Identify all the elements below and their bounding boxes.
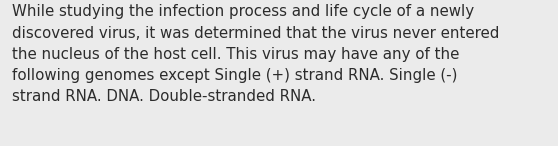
Text: While studying the infection process and life cycle of a newly
discovered virus,: While studying the infection process and… bbox=[12, 4, 499, 104]
